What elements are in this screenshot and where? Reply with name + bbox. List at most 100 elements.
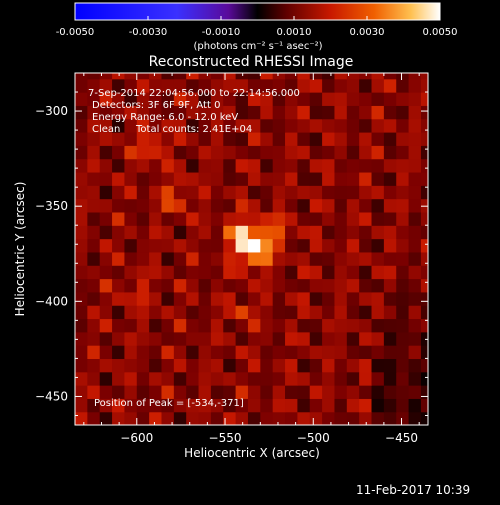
heatmap-cell	[186, 411, 200, 425]
heatmap-cell	[186, 291, 200, 306]
heatmap-cell	[75, 411, 88, 425]
heatmap-cell	[408, 265, 422, 280]
heatmap-cell	[99, 198, 113, 213]
heatmap-cell	[309, 118, 323, 133]
heatmap-cell	[210, 265, 224, 280]
heatmap-cell	[149, 238, 163, 253]
heatmap-cell	[124, 371, 138, 386]
heatmap-cell	[408, 305, 422, 320]
heatmap-cell	[420, 118, 428, 133]
heatmap-cell	[149, 198, 163, 213]
heatmap-cell	[383, 371, 397, 386]
heatmap-cell	[272, 265, 286, 280]
heatmap-cell	[408, 118, 422, 133]
heatmap-cell	[346, 398, 360, 413]
heatmap-cell	[396, 211, 410, 226]
heatmap-cell	[383, 185, 397, 200]
heatmap-cell	[198, 345, 212, 360]
heatmap-cell	[75, 145, 88, 160]
heatmap-cell	[186, 305, 200, 320]
heatmap-cell	[235, 331, 249, 346]
heatmap-cell	[346, 118, 360, 133]
heatmap-cell	[383, 345, 397, 360]
heatmap-cell	[408, 171, 422, 186]
heatmap-cell	[149, 131, 163, 146]
heatmap-cell	[260, 198, 274, 213]
heatmap-cell	[112, 398, 126, 413]
heatmap-cell	[346, 291, 360, 306]
heatmap-cell	[309, 78, 323, 93]
heatmap-cell	[371, 411, 385, 425]
heatmap-cell	[408, 211, 422, 226]
heatmap-cell	[322, 318, 336, 333]
heatmap-cell	[420, 385, 428, 399]
heatmap-cell	[247, 318, 261, 333]
heatmap-cell	[99, 73, 113, 80]
heatmap-cell	[420, 265, 428, 280]
heatmap-cell	[371, 92, 385, 106]
heatmap-cell	[272, 278, 286, 293]
heatmap-cell	[124, 358, 138, 373]
heatmap-cell	[396, 158, 410, 173]
heatmap-cell	[149, 171, 163, 186]
colorbar-ticks: -0.0050 -0.0030 -0.0010 0.0010 0.0030 0.0050	[56, 16, 458, 38]
heatmap-cell	[359, 318, 373, 333]
heatmap-cell	[173, 411, 187, 425]
heatmap-cell	[408, 398, 422, 413]
heatmap-cell	[161, 92, 175, 106]
heatmap-cell	[235, 265, 249, 280]
heatmap-cell	[186, 145, 200, 160]
heatmap-cell	[408, 198, 422, 213]
heatmap-cell	[285, 278, 298, 293]
heatmap-cell	[198, 265, 212, 280]
heatmap-cell	[136, 265, 150, 280]
heatmap-cell	[322, 278, 336, 293]
heatmap-cell	[309, 198, 323, 213]
heatmap-cell	[198, 225, 212, 240]
heatmap-cell	[260, 331, 274, 346]
heatmap-cell	[198, 92, 212, 106]
heatmap-cell	[112, 198, 126, 213]
heatmap-cell	[247, 185, 261, 200]
heatmap-cell	[396, 278, 410, 293]
heatmap-cell	[272, 358, 286, 373]
heatmap-cell	[334, 105, 348, 120]
heatmap-cell	[420, 251, 428, 266]
heatmap-cell	[198, 358, 212, 373]
heatmap-cell	[210, 105, 224, 120]
heatmap-cell	[420, 92, 428, 106]
heatmap-cell	[408, 385, 422, 399]
heatmap-cell	[112, 73, 126, 80]
heatmap-cell	[371, 251, 385, 266]
heatmap-cell	[334, 73, 348, 80]
heatmap-cell	[309, 291, 323, 306]
heatmap-cell	[383, 411, 397, 425]
heatmap-cell	[186, 131, 200, 146]
heatmap-cell	[260, 291, 274, 306]
heatmap-cell	[87, 145, 101, 160]
heatmap-cell	[346, 78, 360, 93]
heatmap-cell	[272, 171, 286, 186]
heatmap-cell	[112, 171, 126, 186]
heatmap-cell	[334, 305, 348, 320]
heatmap-cell	[260, 78, 274, 93]
heatmap-cell	[75, 78, 88, 93]
heatmap-cell	[334, 131, 348, 146]
heatmap-cell	[396, 385, 410, 399]
heatmap-cell	[99, 385, 113, 399]
heatmap-cell	[210, 145, 224, 160]
heatmap-cell	[186, 73, 200, 80]
heatmap-cell	[334, 291, 348, 306]
heatmap-cell	[149, 345, 163, 360]
heatmap-cell	[260, 171, 274, 186]
annotation-time-range: 7-Sep-2014 22:04:56.000 to 22:14:56.000	[88, 88, 300, 99]
heatmap-cell	[99, 171, 113, 186]
heatmap-cell	[371, 318, 385, 333]
heatmap-cell	[173, 278, 187, 293]
heatmap-cell	[136, 318, 150, 333]
heatmap-cell	[112, 92, 126, 106]
heatmap-cell	[247, 105, 261, 120]
heatmap-cell	[383, 73, 397, 80]
heatmap-cell	[99, 345, 113, 360]
heatmap-cell	[99, 305, 113, 320]
